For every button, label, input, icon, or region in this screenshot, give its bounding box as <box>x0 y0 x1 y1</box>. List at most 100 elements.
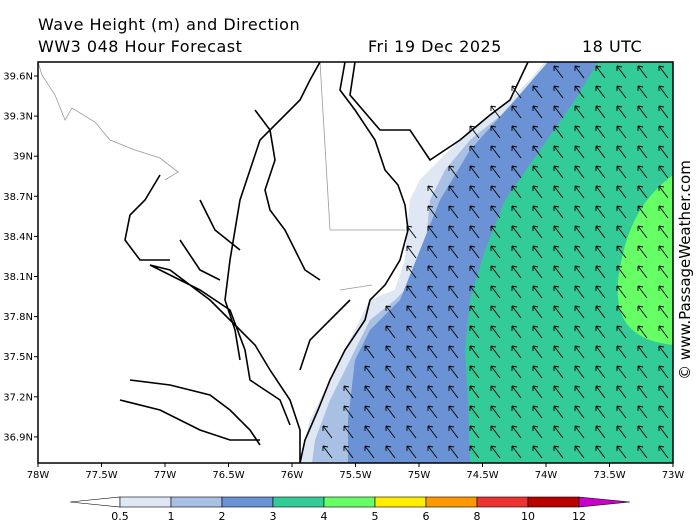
arrow <box>595 285 606 299</box>
arrow <box>490 445 501 459</box>
colorbar-label: 10 <box>521 510 535 523</box>
arrow <box>490 125 501 139</box>
lon-label: 77.5W <box>85 470 117 481</box>
arrow <box>637 165 648 179</box>
arrow <box>616 345 627 359</box>
arrow <box>595 385 606 399</box>
arrow <box>385 425 396 439</box>
arrow <box>574 65 585 79</box>
arrow <box>616 205 627 219</box>
arrow <box>385 345 396 359</box>
arrow <box>511 285 522 299</box>
arrow <box>574 85 585 99</box>
state-border <box>38 62 405 291</box>
arrow <box>658 245 669 259</box>
arrow <box>511 385 522 399</box>
arrow <box>469 125 480 139</box>
map-area <box>38 62 673 463</box>
arrow <box>637 425 648 439</box>
arrow <box>616 265 627 279</box>
lon-label: 74.5W <box>466 470 498 481</box>
arrow <box>595 185 606 199</box>
arrow <box>385 385 396 399</box>
arrow <box>616 305 627 319</box>
arrow <box>532 285 543 299</box>
arrow <box>427 205 438 219</box>
arrow <box>658 385 669 399</box>
arrow <box>574 385 585 399</box>
arrow <box>595 85 606 99</box>
arrow <box>406 225 417 239</box>
arrow <box>637 245 648 259</box>
arrow <box>322 445 333 459</box>
arrow <box>490 345 501 359</box>
colorbar-low <box>69 496 121 508</box>
arrow <box>574 265 585 279</box>
arrow <box>532 365 543 379</box>
arrow <box>511 265 522 279</box>
arrow <box>658 225 669 239</box>
colorbar-label: 6 <box>423 510 430 523</box>
lat-label: 36.9N <box>3 432 33 443</box>
arrow <box>511 305 522 319</box>
arrow <box>532 385 543 399</box>
arrow <box>616 245 627 259</box>
arrow <box>448 165 459 179</box>
colorbar-label: 8 <box>474 510 481 523</box>
arrow <box>595 305 606 319</box>
arrow <box>553 265 564 279</box>
arrow <box>637 445 648 459</box>
arrow <box>616 285 627 299</box>
arrow <box>343 385 354 399</box>
arrow <box>637 285 648 299</box>
coastline <box>299 62 409 463</box>
arrow <box>532 425 543 439</box>
arrow <box>658 185 669 199</box>
arrow <box>406 265 417 279</box>
arrow <box>448 445 459 459</box>
arrow <box>511 145 522 159</box>
arrow <box>469 265 480 279</box>
arrow <box>658 425 669 439</box>
arrow <box>553 85 564 99</box>
arrow <box>490 325 501 339</box>
arrow <box>658 445 669 459</box>
arrow <box>490 425 501 439</box>
arrow <box>532 105 543 119</box>
date: Fri 19 Dec 2025 <box>368 37 502 56</box>
arrow <box>595 445 606 459</box>
arrow <box>616 185 627 199</box>
arrow <box>637 265 648 279</box>
arrow <box>469 425 480 439</box>
arrow <box>490 305 501 319</box>
colorbar-swatch <box>323 496 376 508</box>
arrow <box>427 245 438 259</box>
arrow <box>532 345 543 359</box>
arrow <box>553 345 564 359</box>
arrow <box>406 365 417 379</box>
colorbar-label: 3 <box>270 510 277 523</box>
arrow <box>343 425 354 439</box>
arrow <box>637 145 648 159</box>
arrow <box>448 325 459 339</box>
arrow <box>469 445 480 459</box>
colorbar-swatch <box>527 496 580 508</box>
title: Wave Height (m) and Direction <box>38 15 300 34</box>
arrow <box>364 445 375 459</box>
arrow <box>553 145 564 159</box>
arrow <box>427 185 438 199</box>
arrow <box>553 185 564 199</box>
arrow <box>616 425 627 439</box>
arrow <box>658 345 669 359</box>
arrow <box>511 85 522 99</box>
arrow <box>511 125 522 139</box>
arrow <box>574 125 585 139</box>
lon-label: 78W <box>27 470 50 481</box>
arrow <box>490 205 501 219</box>
arrow <box>553 225 564 239</box>
arrow <box>427 405 438 419</box>
arrow <box>616 85 627 99</box>
colorbar-label: 12 <box>572 510 586 523</box>
arrow <box>553 245 564 259</box>
